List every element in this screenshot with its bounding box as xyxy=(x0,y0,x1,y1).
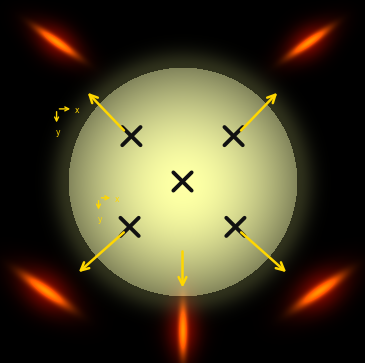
Text: y: y xyxy=(98,215,103,224)
Text: x: x xyxy=(75,106,79,115)
Text: x: x xyxy=(115,195,119,204)
Text: y: y xyxy=(56,128,61,137)
